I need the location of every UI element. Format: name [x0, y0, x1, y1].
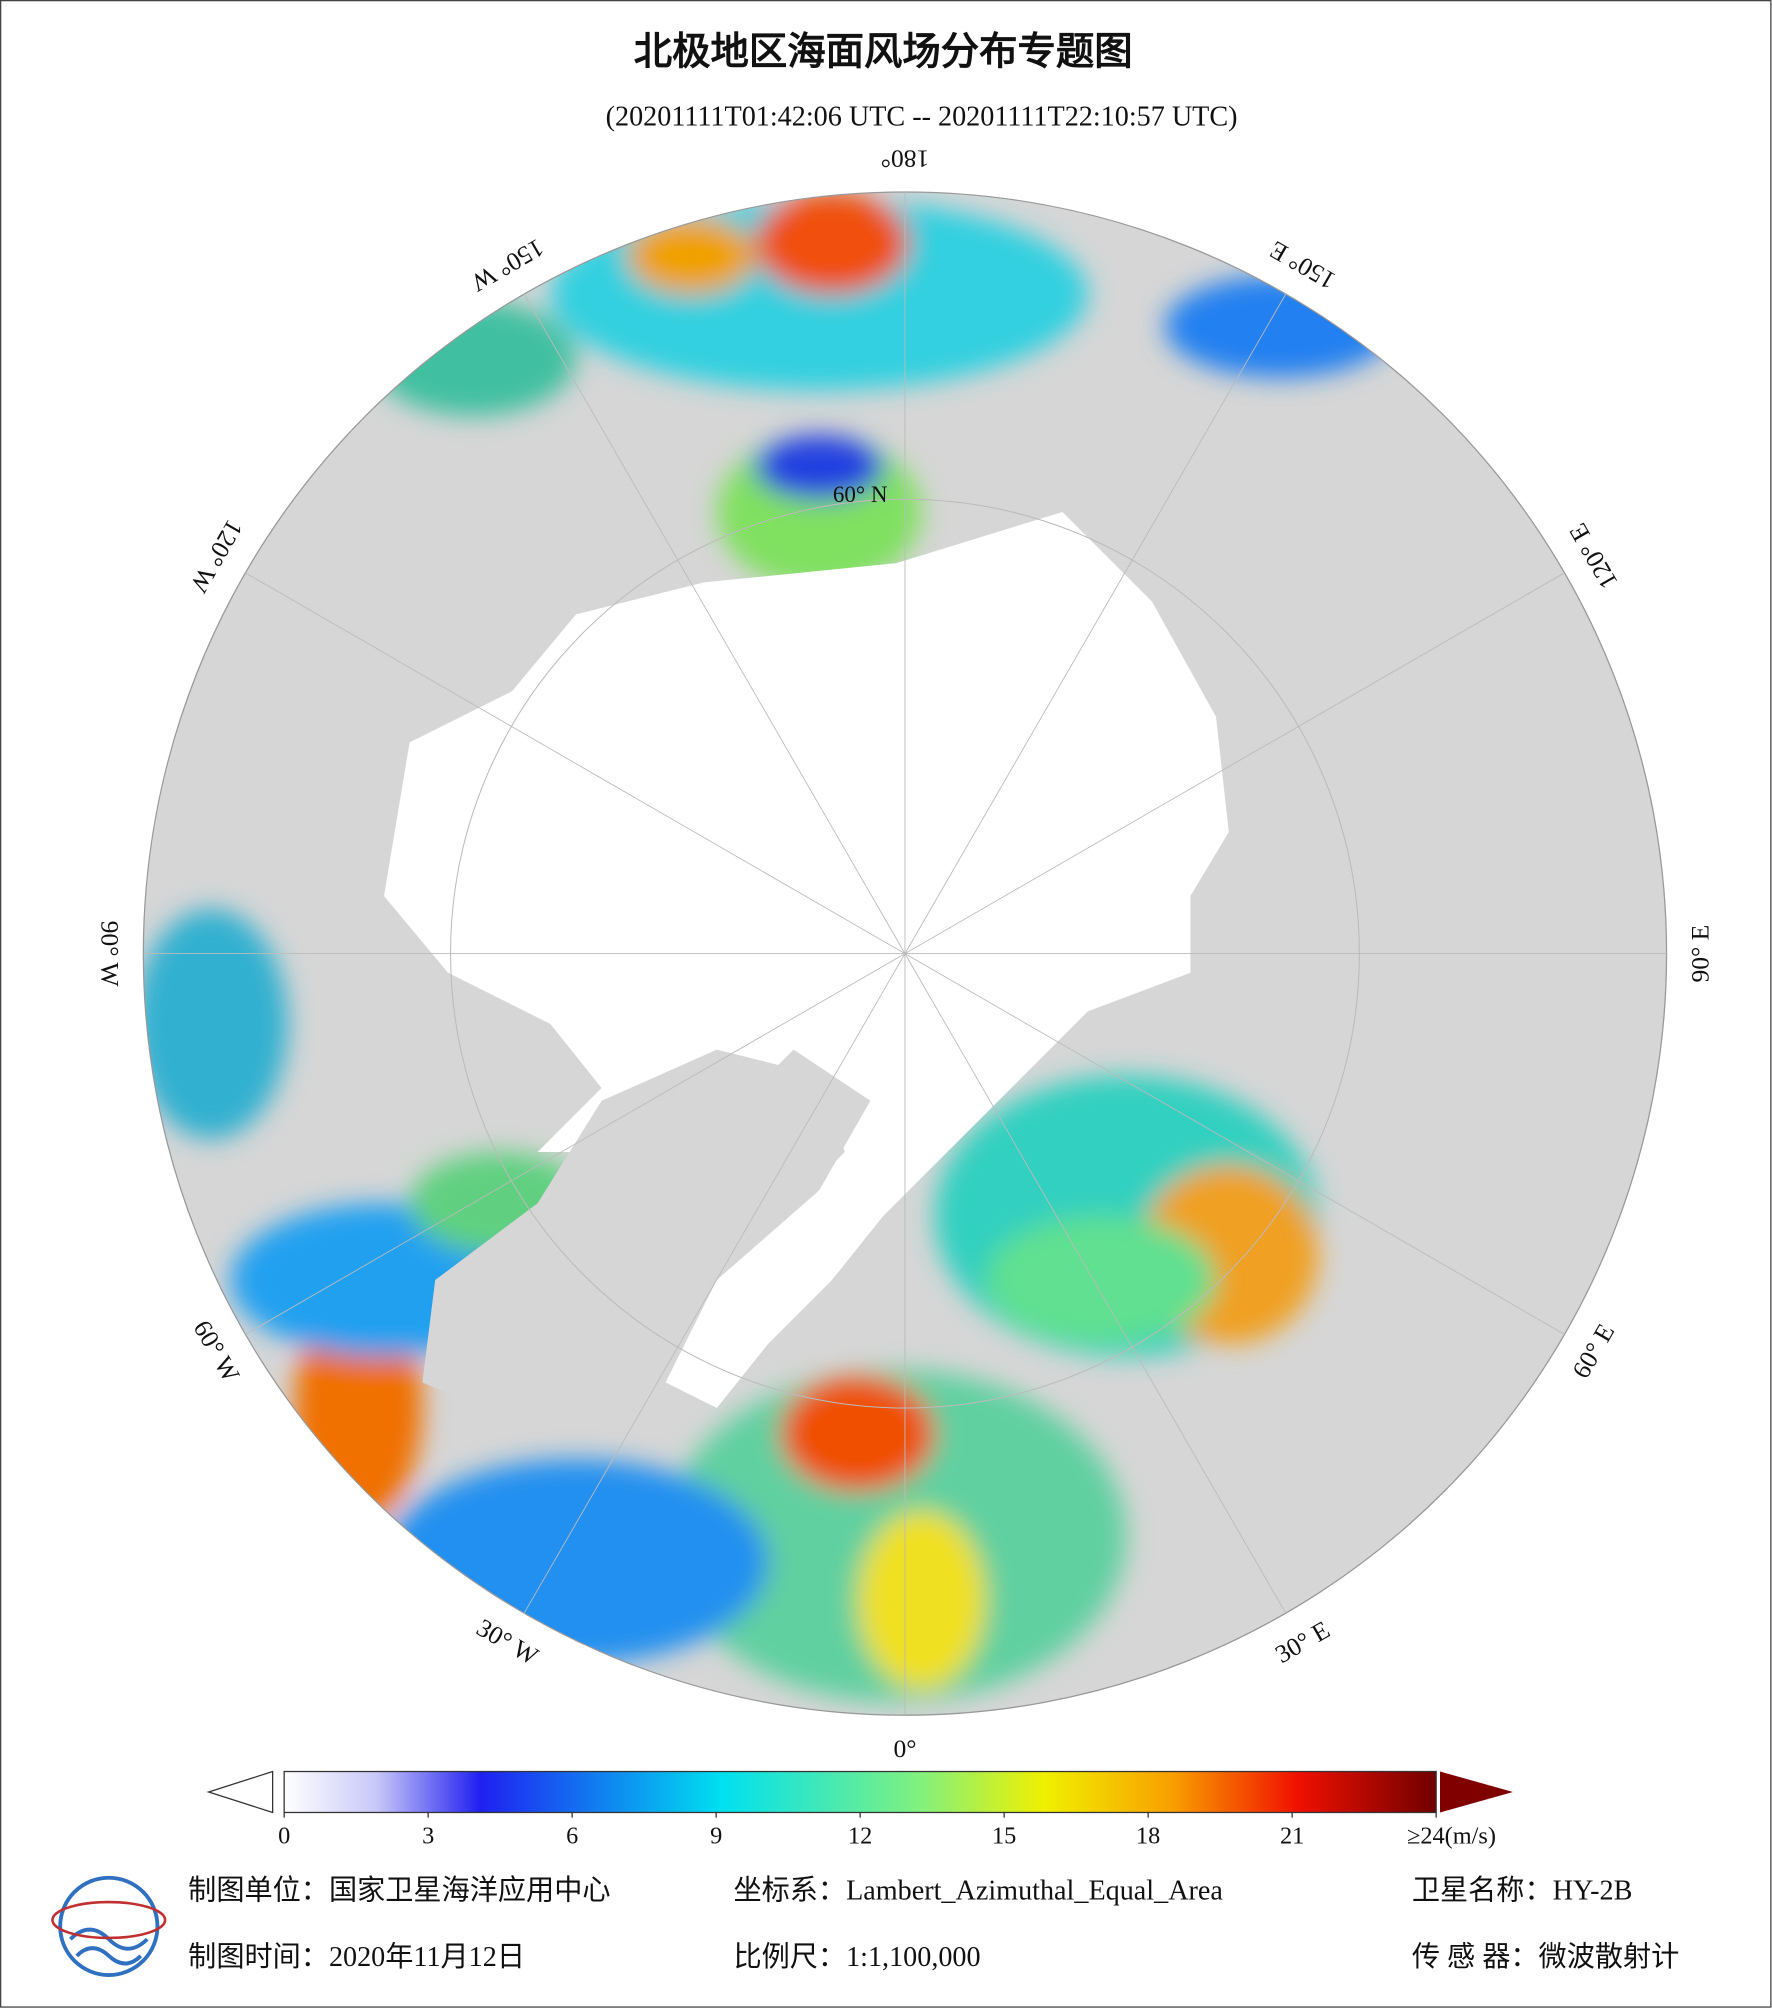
- meridian: [904, 953, 1287, 1614]
- meridian: [523, 953, 906, 1614]
- lon-label: 90° E: [1685, 925, 1714, 983]
- lon-label: 30° W: [472, 1613, 544, 1671]
- lon-label: 150° E: [1265, 235, 1341, 295]
- lon-label: 0°: [893, 1734, 916, 1763]
- footer-unit: 制图单位：国家卫星海洋应用中心: [188, 1875, 610, 1907]
- colorbar-tick-label: 6: [566, 1823, 578, 1850]
- colorbar-over: [1440, 1771, 1513, 1813]
- colorbar-tick-label: 12: [848, 1823, 872, 1850]
- lat-label: 60° N: [833, 481, 888, 507]
- footer-crs: 坐标系：Lambert_Azimuthal_Equal_Area: [733, 1875, 1223, 1907]
- lon-label: 180°: [881, 144, 930, 173]
- title: 北极地区海面风场分布专题图: [634, 29, 1133, 74]
- meridian: [523, 293, 906, 954]
- graticule: 180° 150° E 120° E 90° E 60° E 30° E 0° 30° W 60…: [96, 144, 1715, 1763]
- colorbar-tick-label: 18: [1136, 1823, 1160, 1850]
- footer-satellite: 卫星名称：HY-2B: [1412, 1875, 1633, 1907]
- wind-field: [143, 192, 1396, 1703]
- colorbar: 0 3 6 9 12 15 18 21 ≥24(m/s): [206, 1770, 1513, 1850]
- sea-ice: [384, 512, 1229, 1408]
- colorbar-tick-label: 0: [278, 1823, 290, 1850]
- colorbar-tick-label: 21: [1280, 1823, 1304, 1850]
- lon-label: 60° W: [188, 1315, 246, 1387]
- map: [143, 192, 1667, 1716]
- colorbar-tick-label: ≥24(m/s): [1407, 1823, 1496, 1850]
- greenland: [422, 1049, 845, 1421]
- lon-label: 120° E: [1563, 518, 1623, 594]
- colorbar-tick-label: 3: [422, 1823, 434, 1850]
- meridian: [245, 572, 906, 954]
- lon-label: 60° E: [1566, 1319, 1620, 1384]
- colorbar-tick-label: 9: [710, 1823, 722, 1850]
- colorbar-bar: [283, 1770, 1437, 1814]
- lon-label: 90° W: [96, 921, 125, 988]
- subtitle: (20201111T01:42:06 UTC -- 20201111T22:10…: [606, 102, 1238, 133]
- footer-scale: 比例尺：1:1,100,000: [733, 1941, 980, 1973]
- colorbar-tick-label: 15: [992, 1823, 1016, 1850]
- footer-date: 制图时间：2020年11月12日: [188, 1941, 525, 1973]
- footer-sensor: 传 感 器：微波散射计: [1412, 1941, 1680, 1973]
- meridian: [904, 572, 1565, 954]
- meridian: [904, 953, 1565, 1335]
- meridian: [904, 293, 1287, 954]
- lon-label: 30° E: [1270, 1615, 1335, 1669]
- meridian: [245, 953, 906, 1335]
- logo: [51, 1875, 167, 1977]
- colorbar-under: [206, 1770, 274, 1814]
